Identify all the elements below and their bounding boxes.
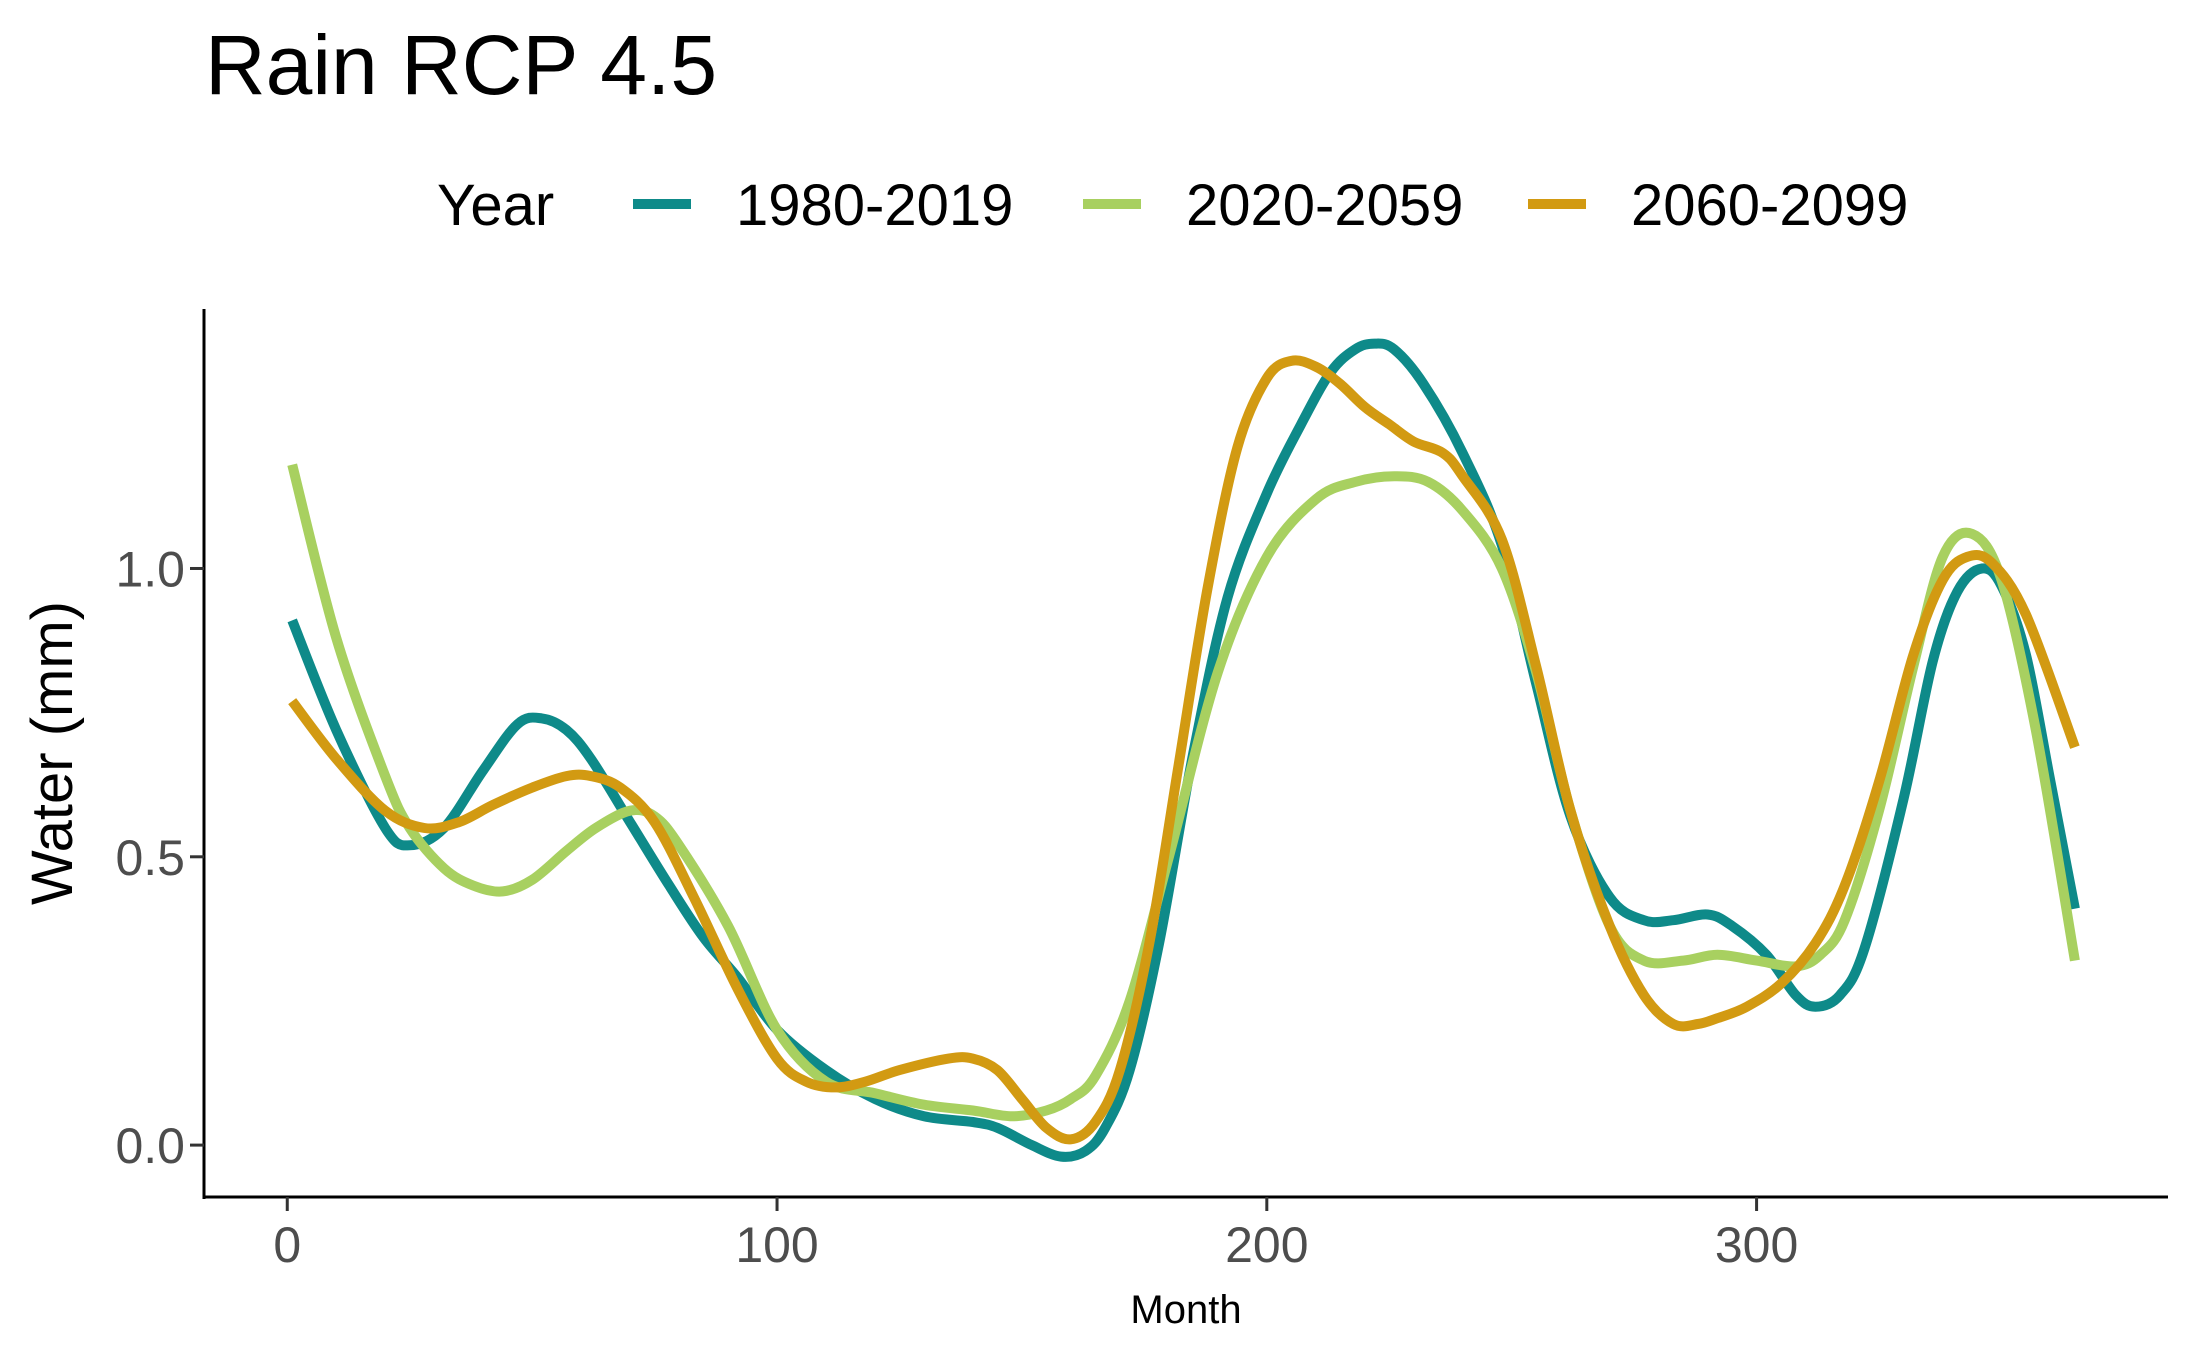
chart-title: Rain RCP 4.5 <box>205 18 717 112</box>
y-tick-label: 0.0 <box>115 1118 185 1174</box>
series-line-2020-2059 <box>287 463 2080 1122</box>
series-line-1980-2019 <box>287 338 2080 1162</box>
legend-label-2020-2059: 2020-2059 <box>1186 173 1463 238</box>
x-axis-label: Month <box>1130 1288 1241 1332</box>
legend-label-1980-2019: 1980-2019 <box>736 173 1013 238</box>
y-tick-label: 0.5 <box>115 830 185 886</box>
x-tick-label: 300 <box>1715 1217 1798 1273</box>
plot-area: 0 100 200 300 0.0 0.5 1.0 <box>115 309 2168 1273</box>
x-tick-label: 100 <box>735 1217 818 1273</box>
y-tick-label: 1.0 <box>115 541 185 597</box>
x-tick-label: 0 <box>273 1217 301 1273</box>
y-axis-label: Water (mm) <box>20 601 85 905</box>
legend: Year 1980-2019 2020-2059 2060-2099 <box>437 173 1908 238</box>
series-line-2060-2099 <box>288 355 2080 1145</box>
legend-title: Year <box>437 173 554 238</box>
legend-label-2060-2099: 2060-2099 <box>1631 173 1908 238</box>
x-tick-label: 200 <box>1225 1217 1308 1273</box>
